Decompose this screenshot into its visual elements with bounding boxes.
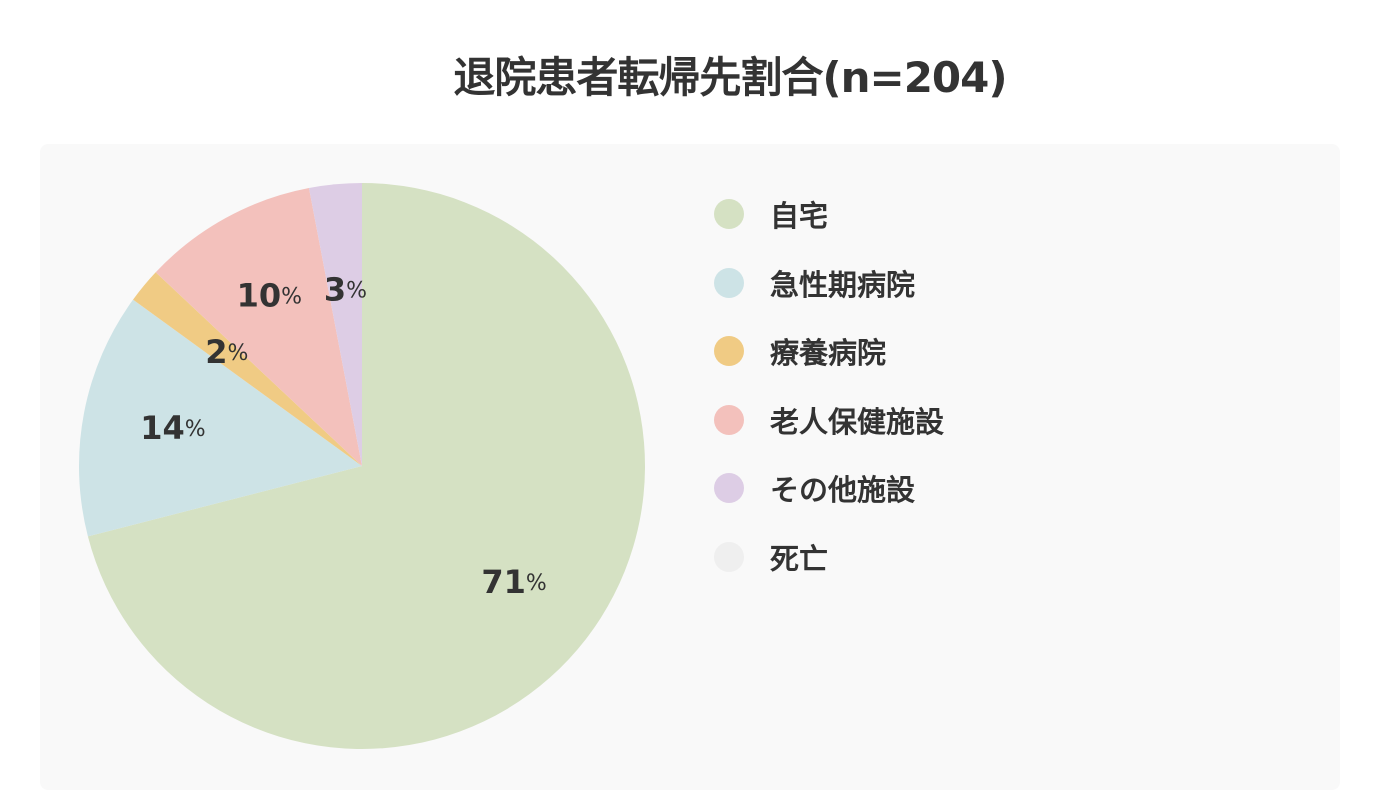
pie-label-unit: %	[346, 278, 367, 303]
pie-data-label: 3%	[324, 270, 367, 308]
pie-data-label: 71%	[481, 563, 546, 601]
legend-label: 療養病院	[770, 336, 887, 370]
pie-slice	[155, 188, 362, 467]
legend-label: 自宅	[770, 199, 829, 233]
legend-swatch	[714, 541, 744, 572]
pie-slice	[78, 299, 362, 537]
legend-label: 急性期病院	[770, 267, 916, 302]
legend-swatch	[714, 473, 744, 503]
pie-label-value: 3	[324, 270, 346, 308]
pie-slices	[78, 183, 645, 749]
legend-item: 死亡	[714, 537, 944, 577]
legend-item: 急性期病院	[714, 263, 944, 303]
legend-label: その他施設	[770, 473, 916, 507]
pie-label-unit: %	[281, 284, 302, 309]
pie-label-value: 71	[481, 563, 526, 601]
pie-slice	[133, 272, 362, 466]
legend-swatch	[714, 336, 744, 366]
pie-label-value: 10	[237, 276, 282, 314]
pie-label-value: 2	[205, 333, 227, 371]
pie-slice	[308, 183, 362, 466]
legend-item: 療養病院	[714, 331, 944, 371]
legend-item: その他施設	[714, 468, 944, 508]
pie-data-label: 2%	[205, 333, 248, 371]
legend-swatch	[714, 267, 744, 298]
legend-swatch	[714, 404, 744, 435]
pie-label-value: 14	[140, 409, 185, 447]
pie-label-unit: %	[227, 341, 248, 366]
legend-label: 死亡	[770, 541, 829, 576]
pie-data-label: 10%	[237, 276, 302, 314]
chart-title: 退院患者転帰先割合(n=204)	[453, 53, 1007, 102]
legend-item: 自宅	[714, 194, 944, 234]
pie-data-label: 14%	[140, 409, 205, 447]
pie-slice	[87, 183, 645, 749]
pie-labels: 71%14%2%10% 3%	[140, 270, 547, 601]
legend-item: 老人保健施設	[714, 400, 944, 440]
chart-legend: 自宅急性期病院療養病院老人保健施設 その他施設死亡	[714, 194, 944, 605]
pie-label-unit: %	[526, 571, 547, 596]
legend-swatch	[714, 199, 744, 229]
pie-label-unit: %	[185, 417, 206, 442]
legend-label: 老人保健施設	[770, 404, 945, 439]
